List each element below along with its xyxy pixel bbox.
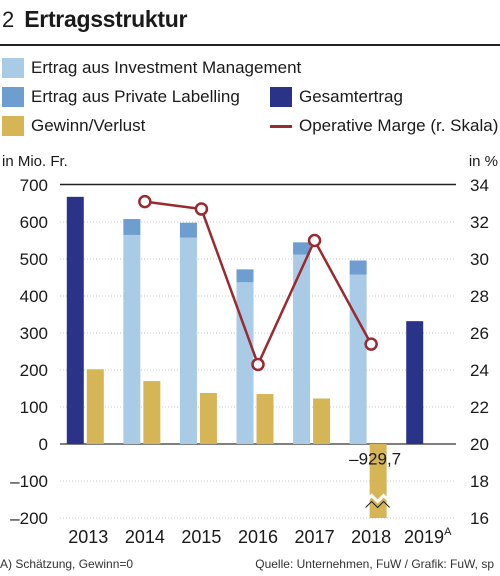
axis-break-mark [364,493,391,504]
figure-number: 2 [2,7,15,32]
point-operative-marge [194,202,209,216]
source-credit: Quelle: Unternehmen, FuW / Grafik: FuW, … [255,557,494,571]
legend-item-gewinn-verlust: Gewinn/Verlust [2,114,145,138]
legend-swatch-private-labelling [2,87,24,107]
bar-private-labelling [236,269,254,283]
y2-axis-label: in % [469,153,498,170]
y-tick-label: –200 [10,509,48,528]
y-tick-label: 500 [20,250,48,269]
x-tick-label: 2019A [404,526,452,547]
y2-tick-label: 26 [470,324,489,343]
legend-label: Gesamtertrag [299,87,403,106]
y-tick-label: 100 [20,398,48,417]
bar-gesamtertrag [406,321,424,444]
bar-private-labelling [349,260,367,275]
x-tick-label: 2017 [295,527,335,547]
point-operative-marge [364,337,378,351]
y-tick-label: 0 [39,435,48,454]
y2-tick-label: 30 [470,250,489,269]
y-tick-label: 600 [20,213,48,232]
x-tick-label: 2016 [238,527,278,547]
legend-label: Ertrag aus Investment Management [31,58,302,77]
point-operative-marge [138,194,152,209]
x-tick-label: 2014 [125,527,165,547]
bar-investment-management [236,282,254,444]
y2-tick-label: 34 [470,176,489,195]
y-tick-label: 300 [20,324,48,343]
y2-tick-label: 24 [470,361,489,380]
bar-gesamtertrag [66,196,84,444]
bar-investment-management [123,234,141,444]
legend-swatch-gesamtertrag [270,87,292,107]
y2-tick-label: 32 [470,213,489,232]
x-tick-label: 2015 [181,527,221,547]
x-tick-label: 2018 [351,527,391,547]
point-operative-marge [251,357,265,372]
legend-item-gesamtertrag: Gesamtertrag [270,85,403,109]
bar-investment-management [179,237,197,444]
legend-item-investment-management: Ertrag aus Investment Management [2,56,301,80]
y-tick-label: 200 [20,361,48,380]
bar-investment-management [293,254,311,444]
y-axis-label: in Mio. Fr. [2,153,68,170]
y-tick-label: 400 [20,287,48,306]
line-operative-marge [144,200,373,368]
x-tick-label: 2013 [68,527,108,547]
bar-private-labelling [293,242,311,255]
chart-title: Ertragsstruktur [24,6,188,32]
y2-tick-label: 28 [470,287,489,306]
bar-private-labelling [179,222,197,238]
legend-label: Ertrag aus Private Labelling [31,87,240,106]
point-operative-marge [307,233,322,248]
y2-tick-label: 22 [470,398,489,417]
legend-item-operative-marge: Operative Marge (r. Skala) [270,114,498,138]
bar-gewinn-verlust [199,392,217,444]
bar-gewinn-verlust [86,369,104,444]
bar-gewinn-verlust [256,394,274,444]
y2-tick-label: 18 [470,472,489,491]
y2-tick-label: 20 [470,435,489,454]
data-label-loss: –929,7 [349,449,401,468]
legend-line-operative-marge [270,124,292,128]
bar-investment-management [349,274,367,444]
legend-label: Operative Marge (r. Skala) [299,116,499,135]
bar-gewinn-verlust [313,398,331,444]
legend-item-private-labelling: Ertrag aus Private Labelling [2,85,240,109]
title-divider [0,44,500,46]
bar-private-labelling [123,219,141,235]
legend-swatch-gewinn-verlust [2,116,24,136]
bar-gewinn-verlust [143,381,161,444]
legend-swatch-investment-management [2,58,24,78]
y-tick-label: –100 [10,472,48,491]
chart-header: 2 Ertragsstruktur [2,6,187,38]
axis-break-mark [365,500,390,509]
y-tick-label: 700 [20,176,48,195]
legend-label: Gewinn/Verlust [31,116,146,135]
y2-tick-label: 16 [470,509,489,528]
footnote: A) Schätzung, Gewinn=0 [0,557,134,571]
